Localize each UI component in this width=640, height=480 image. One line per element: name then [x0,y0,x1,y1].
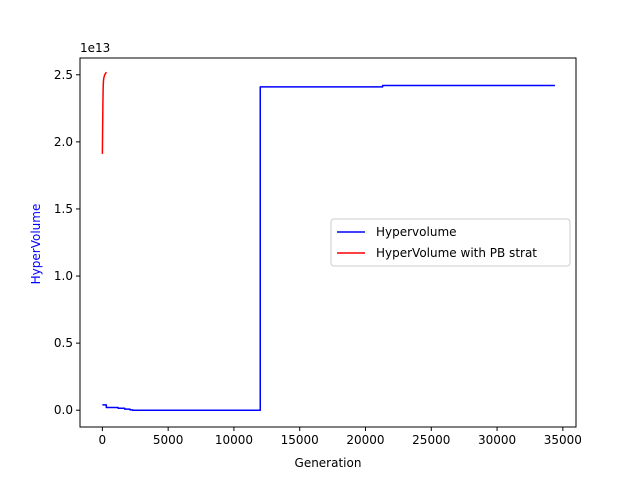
y-tick-label: 0.0 [54,403,73,417]
x-tick-label: 5000 [153,433,184,447]
x-tick-label: 20000 [346,433,384,447]
series-line-1 [102,84,555,411]
y-offset-text: 1e13 [80,41,110,55]
y-axis-label: HyperVolume [29,204,43,285]
x-tick-label: 0 [99,433,107,447]
legend: Hypervolume HyperVolume with PB strat [330,218,571,267]
x-tick-label: 30000 [478,433,516,447]
x-tick-label: 35000 [544,433,582,447]
x-axis-ticks: 0 5000 10000 15000 20000 25000 30000 35000 [99,427,582,447]
legend-box [330,218,571,267]
series-line-2 [101,71,107,154]
axes-frame [79,57,577,428]
x-tick-label: 25000 [412,433,450,447]
y-tick-label: 2.5 [54,68,73,82]
y-tick-label: 1.5 [54,202,73,216]
x-tick-label: 10000 [215,433,253,447]
legend-label-2: HyperVolume with PB strat [376,246,537,260]
y-tick-label: 2.0 [54,135,73,149]
x-tick-label: 15000 [281,433,319,447]
legend-label-1: Hypervolume [376,225,457,239]
x-axis-label: Generation [295,456,362,470]
y-tick-label: 1.0 [54,269,73,283]
y-axis-ticks: 0.0 0.5 1.0 1.5 2.0 2.5 [54,68,80,417]
plot-area [101,71,555,411]
y-tick-label: 0.5 [54,336,73,350]
